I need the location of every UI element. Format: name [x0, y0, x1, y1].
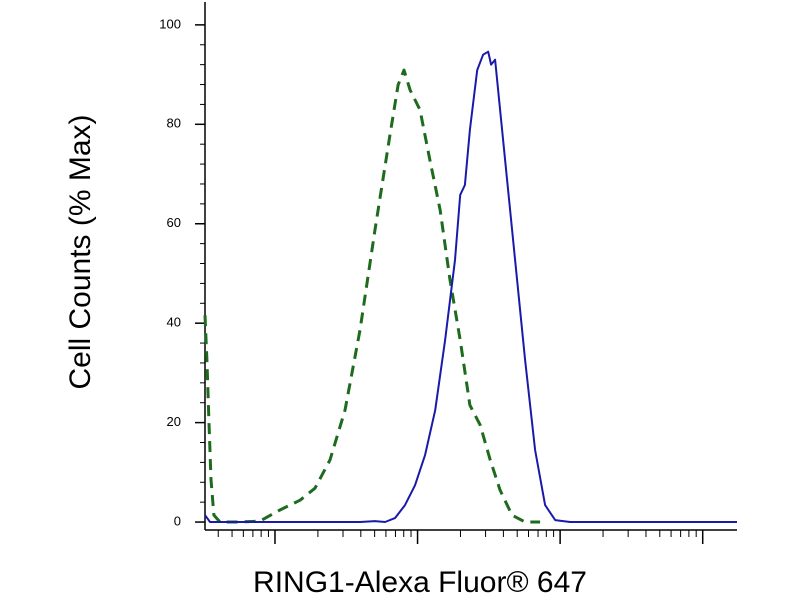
y-tick-label: 0 — [174, 513, 181, 528]
y-tick-label: 60 — [167, 215, 181, 230]
y-tick-label: 40 — [167, 315, 181, 330]
y-tick-label: 20 — [167, 414, 181, 429]
x-axis-title: RING1-Alexa Fluor® 647 — [253, 566, 587, 599]
y-tick-label: 80 — [167, 116, 181, 131]
solid-line — [204, 50, 737, 523]
y-axis-title: Cell Counts (% Max) — [64, 114, 97, 389]
dashed-line — [203, 68, 541, 524]
y-tick-label: 100 — [159, 16, 181, 31]
